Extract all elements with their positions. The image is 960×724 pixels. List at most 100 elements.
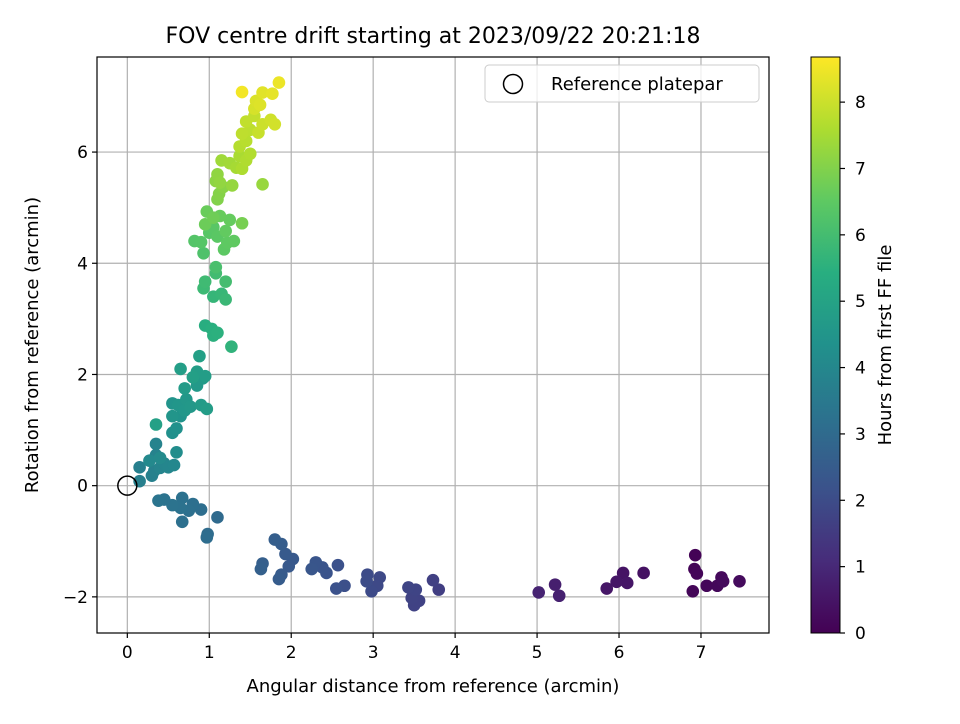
x-tick-label: 7: [696, 643, 707, 663]
data-point: [282, 559, 296, 573]
data-point: [133, 461, 146, 474]
reference-marker: [117, 475, 138, 496]
legend-box: [484, 64, 760, 103]
colorbar-tick-label: 7: [855, 159, 866, 179]
data-point: [552, 589, 566, 603]
x-tick-label: 3: [368, 643, 379, 663]
data-point: [235, 127, 249, 141]
data-point: [616, 566, 630, 580]
legend-entry-reference-platepar: Reference platepar: [551, 74, 723, 95]
data-point: [688, 548, 702, 562]
x-tick-label: 1: [204, 643, 215, 663]
colorbar-tick-label: 8: [855, 93, 866, 113]
data-point: [149, 418, 163, 431]
data-point: [305, 562, 319, 576]
data-point: [153, 451, 167, 465]
data-point: [268, 117, 282, 131]
data-point: [700, 579, 714, 593]
chart-title: FOV centre drift starting at 2023/09/22 …: [166, 24, 701, 49]
y-tick-label: 4: [77, 254, 88, 274]
data-point: [219, 293, 232, 306]
data-point: [225, 179, 239, 192]
data-point: [532, 586, 546, 599]
data-point: [548, 578, 562, 591]
data-point: [213, 176, 227, 189]
x-tick-label: 2: [286, 643, 297, 663]
x-axis-ticks: 0 1 2 3 4 5 6 7: [122, 633, 706, 663]
data-point: [637, 566, 650, 580]
data-point: [253, 98, 267, 112]
colorbar-tick-label: 3: [855, 425, 866, 445]
data-point: [243, 147, 257, 161]
reference-platepar-marker: [117, 475, 138, 496]
colorbar-tick-label: 6: [855, 226, 866, 246]
x-tick-label: 0: [122, 643, 133, 663]
colorbar-ticks: 0 1 2 3 4 5 6 7 8: [840, 93, 866, 644]
data-point: [198, 275, 212, 288]
data-point: [200, 531, 214, 544]
data-point: [256, 178, 269, 191]
data-point: [167, 458, 181, 472]
y-tick-label: 6: [77, 143, 88, 163]
colorbar-tick-label: 0: [855, 624, 866, 644]
colorbar: 0 1 2 3 4 5 6 7 8 Hours from first FF file: [810, 56, 896, 644]
x-tick-label: 5: [532, 643, 543, 663]
data-point: [207, 211, 220, 224]
colorbar-tick-label: 5: [855, 292, 866, 312]
y-axis-ticks: −2 0 2 4 6: [63, 143, 97, 608]
y-tick-label: −2: [63, 588, 88, 608]
data-point: [166, 409, 179, 423]
data-point: [170, 446, 183, 459]
data-point: [197, 246, 210, 260]
data-point: [184, 400, 197, 414]
data-point: [223, 213, 237, 227]
data-points: [133, 76, 746, 612]
data-point: [365, 585, 378, 598]
data-point: [235, 85, 249, 99]
data-point: [266, 87, 279, 100]
data-point: [620, 576, 634, 590]
x-tick-label: 6: [614, 643, 625, 663]
colorbar-gradient: [811, 57, 840, 633]
data-point: [170, 422, 183, 435]
data-point: [360, 574, 373, 588]
data-point: [402, 581, 415, 594]
data-point: [143, 454, 156, 467]
x-tick-label: 4: [450, 643, 461, 663]
legend: Reference platepar: [484, 64, 760, 103]
legend-marker-icon: [502, 73, 524, 95]
data-point: [254, 562, 268, 576]
y-tick-label: 0: [77, 477, 88, 497]
data-point: [193, 349, 206, 363]
data-point: [186, 370, 200, 384]
data-point: [152, 494, 165, 507]
data-point: [272, 76, 286, 89]
data-point: [175, 515, 189, 529]
data-point: [178, 382, 191, 395]
data-point: [219, 224, 232, 238]
colorbar-label: Hours from first FF file: [875, 245, 896, 446]
data-point: [209, 260, 223, 274]
data-point: [256, 86, 269, 99]
data-point: [211, 326, 224, 340]
data-point: [432, 583, 446, 596]
data-point: [272, 572, 286, 586]
data-point: [219, 275, 232, 288]
data-point: [194, 235, 208, 249]
data-point: [331, 558, 345, 572]
data-point: [733, 574, 746, 588]
colorbar-tick-label: 4: [855, 359, 866, 379]
grid: [97, 57, 769, 633]
colorbar-tick-label: 1: [855, 558, 866, 578]
data-point: [279, 547, 292, 561]
colorbar-tick-label: 2: [855, 491, 866, 511]
data-point: [200, 402, 214, 416]
data-point: [149, 437, 163, 451]
data-point: [225, 340, 238, 353]
data-point: [227, 234, 241, 248]
data-point: [329, 582, 343, 595]
data-point: [235, 216, 249, 230]
data-point: [610, 575, 623, 589]
x-axis-label: Angular distance from reference (arcmin): [247, 676, 620, 697]
